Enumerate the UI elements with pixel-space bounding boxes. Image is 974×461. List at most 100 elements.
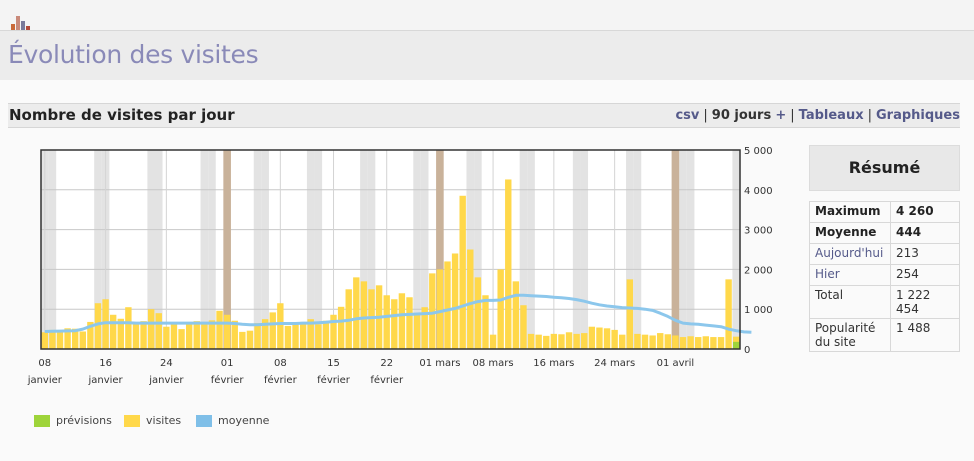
visits-bar (451, 253, 459, 349)
month-start-band (436, 150, 444, 349)
legend-label: moyenne (218, 414, 270, 427)
summary-row: Moyenne 444 (809, 222, 960, 244)
legend-swatch-average (196, 415, 212, 427)
visits-bar (626, 279, 634, 349)
visits-bar (315, 324, 322, 349)
visits-bar (429, 273, 436, 349)
y-tick-label: 0 (744, 345, 750, 356)
visits-bar (79, 331, 86, 349)
visits-bar (664, 334, 672, 349)
x-tick-label: 01 avril (657, 358, 695, 369)
visits-bar (307, 319, 314, 349)
weekend-band (413, 150, 421, 349)
visits-bar (269, 312, 276, 349)
visits-bar (634, 333, 641, 349)
visits-bar (444, 261, 451, 349)
weekend-band (306, 150, 315, 349)
visits-bar (679, 337, 687, 349)
y-tick-label: 3 000 (744, 226, 773, 237)
charts-link[interactable]: Graphiques (876, 108, 960, 123)
summary-label: Maximum (809, 201, 891, 223)
visits-bar (193, 321, 200, 349)
period-plus-link[interactable]: + (775, 108, 787, 123)
summary-panel: Résumé Maximum 4 260 Moyenne 444 Aujourd'h… (809, 145, 960, 352)
visits-bar (383, 295, 390, 349)
section-bar (8, 103, 960, 128)
weekend-band (527, 150, 535, 349)
summary-label: Total (809, 285, 891, 319)
weekend-band (314, 150, 323, 349)
weekend-band (519, 150, 528, 349)
visits-bar (550, 333, 558, 349)
tables-link[interactable]: Tableaux (798, 108, 864, 123)
visits-bar (337, 306, 345, 349)
section-links: csv | 90 jours + | Tableaux | Graphiques (675, 108, 960, 123)
visits-bar (299, 321, 307, 349)
visits-bar (695, 337, 702, 349)
x-tick-label: 15 (327, 358, 340, 369)
csv-link[interactable]: csv (675, 108, 700, 123)
weekend-band (154, 150, 163, 349)
x-tick-label: 01 mars (419, 358, 460, 369)
weekend-band (679, 150, 687, 349)
summary-value: 254 (890, 264, 960, 286)
visits-bar (489, 334, 497, 349)
x-tick-label: 08 (274, 358, 287, 369)
x-tick-label: février (264, 374, 298, 386)
weekend-band (420, 150, 429, 349)
x-tick-label: février (370, 374, 404, 386)
separator: | (867, 108, 872, 123)
visits-bar (611, 329, 618, 349)
summary-label: Hier (809, 264, 891, 286)
x-tick-label: 24 mars (594, 358, 635, 369)
separator: | (703, 108, 708, 123)
visits-bar (49, 329, 56, 349)
summary-row: Popularité du site 1 488 (809, 318, 960, 352)
visits-bar (87, 321, 94, 349)
visits-bar (208, 320, 216, 349)
legend-label: visites (146, 414, 182, 427)
visits-bar (277, 303, 284, 349)
x-tick-label: janvier (148, 375, 184, 386)
weekend-band (580, 150, 589, 349)
visits-bar (231, 320, 238, 349)
weekend-band (633, 150, 642, 349)
visits-bar (421, 307, 428, 349)
visits-bar (535, 334, 542, 349)
weekend-band (367, 150, 376, 349)
legend-item-visits[interactable]: visites (124, 414, 181, 427)
visits-bar (459, 195, 466, 349)
visits-bar (527, 333, 535, 349)
visits-bar (254, 323, 261, 349)
visits-bar (657, 333, 664, 349)
x-tick-label: janvier (87, 375, 123, 386)
visits-bar (482, 295, 489, 349)
summary-label: Popularité du site (809, 318, 891, 352)
summary-row: Aujourd'hui 213 (809, 243, 960, 265)
visits-bar (603, 328, 611, 349)
visits-bar (353, 277, 360, 349)
weekend-band (626, 150, 634, 349)
summary-value: 1 488 (890, 318, 960, 352)
visits-bar (512, 281, 520, 349)
period-label[interactable]: 90 jours (711, 108, 772, 123)
forecast-bar (733, 341, 740, 349)
visits-bar (147, 309, 155, 349)
section-title: Nombre de visites par jour (9, 106, 235, 124)
legend-item-forecast[interactable]: prévisions (34, 414, 112, 427)
legend-item-average[interactable]: moyenne (196, 414, 269, 427)
summary-label: Moyenne (809, 222, 891, 244)
x-tick-label: 01 (221, 358, 234, 369)
visits-bar (284, 325, 292, 349)
y-tick-label: 4 000 (744, 186, 773, 197)
legend-swatch-visits (124, 415, 140, 427)
visits-bar (292, 324, 299, 349)
visits-bar (413, 313, 421, 349)
legend-label: prévisions (56, 414, 112, 427)
visits-bar (216, 310, 223, 349)
visits-bar (155, 313, 162, 349)
visits-bar (649, 335, 656, 349)
visits-bar (474, 277, 482, 349)
summary-table: Maximum 4 260 Moyenne 444 Aujourd'hui 213 H… (809, 201, 960, 352)
visits-bar (406, 297, 413, 349)
